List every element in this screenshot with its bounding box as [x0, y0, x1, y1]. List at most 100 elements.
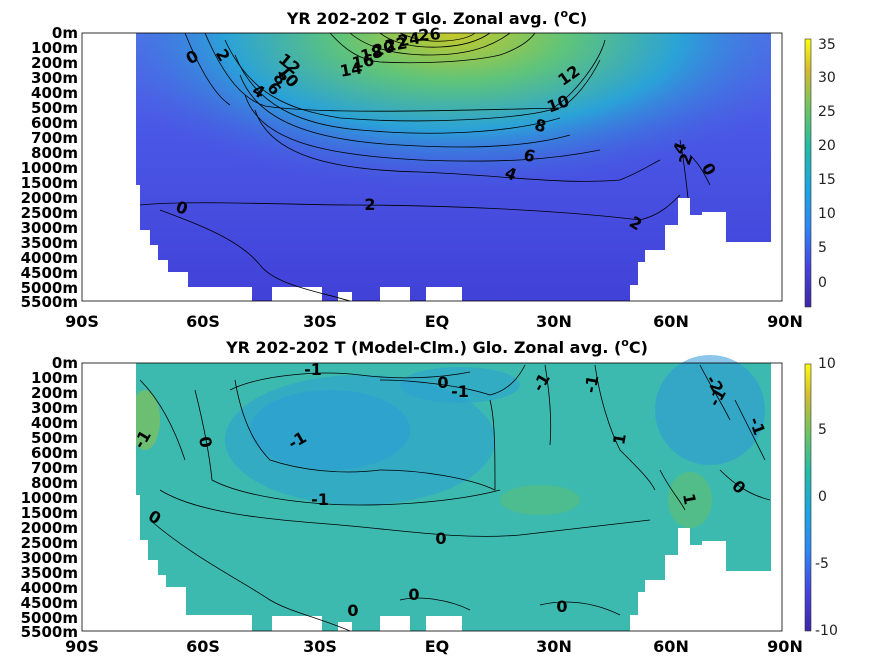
top-y-axis: 0m 100m 200m 300m 400m 500m 600m 700m 80… — [21, 24, 78, 311]
top-y-tick: 0m — [52, 24, 78, 42]
bottom-contours — [139, 364, 771, 632]
top-y-tick: 1000m — [21, 159, 78, 177]
bottom-y-tick: 4500m — [21, 594, 78, 612]
bottom-y-tick: 3500m — [21, 564, 78, 582]
top-contour-label: 24 — [396, 28, 421, 51]
top-y-tick: 4000m — [21, 249, 78, 267]
bottom-contour-label: 0 — [435, 529, 446, 548]
top-x-tick: 90N — [767, 312, 803, 331]
bottom-x-tick: 90N — [767, 637, 803, 656]
bottom-colorbar-ramp — [804, 363, 812, 632]
top-y-tick: 100m — [31, 39, 78, 57]
bottom-x-tick: 90S — [65, 637, 99, 656]
bottom-colorbar-tick: -10 — [815, 623, 838, 639]
bottom-x-tick: 60S — [186, 637, 220, 656]
bottom-y-tick: 4000m — [21, 579, 78, 597]
bottom-x-axis: 90S 60S 30S EQ 30N 60N 90N — [65, 637, 803, 656]
top-x-tick: 30N — [536, 312, 572, 331]
bottom-y-tick: 800m — [31, 474, 78, 492]
top-colorbar-tick: 0 — [818, 275, 827, 291]
bottom-y-tick: 1000m — [21, 489, 78, 507]
top-y-tick: 400m — [31, 84, 78, 102]
top-colorbar-tick: 20 — [818, 138, 836, 154]
top-y-tick: 800m — [31, 144, 78, 162]
top-colorbar-tick: 25 — [818, 104, 836, 120]
bottom-contour-label: 0 — [195, 435, 216, 449]
top-panel: YR 202-202 T Glo. Zonal avg. (oC) — [21, 7, 836, 331]
top-contour-label: 26 — [418, 24, 442, 45]
bottom-colorbar-tick: -5 — [815, 556, 829, 572]
top-contour-labels: 0 2 12 10 8 6 4 16 18 20 22 24 26 14 12 … — [173, 24, 719, 234]
bottom-colorbar-tick: 5 — [818, 422, 827, 438]
bottom-contour-label: -1 — [304, 360, 322, 379]
bottom-heatmap-field — [81, 355, 783, 632]
top-colorbar-tick: 35 — [818, 37, 836, 53]
top-y-tick: 5500m — [21, 293, 78, 311]
top-contour-label: 8 — [533, 115, 549, 136]
bottom-y-tick: 5500m — [21, 623, 78, 641]
bottom-colorbar-tick: 10 — [818, 356, 836, 372]
top-x-tick: 60S — [186, 312, 220, 331]
top-colorbar: 0 5 10 15 20 25 30 35 — [804, 37, 836, 308]
bottom-contour-label: 1 — [679, 492, 700, 506]
bottom-y-tick: 700m — [31, 459, 78, 477]
bottom-y-tick: 2000m — [21, 519, 78, 537]
bottom-y-tick: 1500m — [21, 504, 78, 522]
bottom-x-tick: 30S — [303, 637, 337, 656]
top-x-tick: EQ — [425, 312, 450, 331]
bottom-contour-label: -1 — [581, 374, 603, 395]
bottom-y-tick: 0m — [52, 354, 78, 372]
top-chart-title: YR 202-202 T Glo. Zonal avg. (oC) — [286, 7, 587, 28]
bottom-contour-label: -1 — [745, 415, 769, 438]
top-y-tick: 1500m — [21, 174, 78, 192]
top-y-tick: 4500m — [21, 264, 78, 282]
bottom-x-tick: 30N — [536, 637, 572, 656]
top-colorbar-tick: 5 — [818, 240, 827, 256]
top-y-tick: 700m — [31, 129, 78, 147]
bottom-y-tick: 300m — [31, 399, 78, 417]
top-contour-label: 22 — [383, 33, 408, 56]
bottom-y-tick: 500m — [31, 429, 78, 447]
top-colorbar-tick: 15 — [818, 172, 836, 188]
bottom-y-tick: 400m — [31, 414, 78, 432]
top-y-tick: 3000m — [21, 219, 78, 237]
bottom-contour-label: -1 — [451, 382, 469, 401]
bottom-y-tick: 100m — [31, 369, 78, 387]
bottom-contour-label: 0 — [408, 585, 419, 604]
top-y-tick: 300m — [31, 69, 78, 87]
bottom-contour-label: 1 — [609, 432, 630, 446]
top-x-tick: 60N — [653, 312, 689, 331]
bottom-x-tick: 60N — [653, 637, 689, 656]
top-heatmap-field — [81, 32, 783, 302]
top-colorbar-tick: 10 — [818, 206, 836, 222]
bottom-y-tick: 3000m — [21, 549, 78, 567]
top-contour-label: 16 — [350, 50, 375, 73]
top-contours — [139, 32, 711, 302]
top-x-axis: 90S 60S 30S EQ 30N 60N 90N — [65, 312, 803, 331]
bottom-panel: YR 202-202 T (Model-Clm.) Glo. Zonal avg… — [21, 336, 838, 656]
bottom-x-tick: EQ — [425, 637, 450, 656]
top-x-tick: 30S — [303, 312, 337, 331]
top-y-tick: 600m — [31, 114, 78, 132]
bottom-colorbar: -10 -5 0 5 10 — [804, 356, 838, 639]
top-colorbar-ramp — [804, 38, 812, 308]
top-contour-label: 6 — [522, 145, 538, 166]
top-y-tick: 3500m — [21, 234, 78, 252]
bottom-contour-label: 0 — [347, 601, 358, 620]
bottom-colorbar-tick: 0 — [818, 489, 827, 505]
bottom-y-tick: 600m — [31, 444, 78, 462]
bottom-y-tick: 2500m — [21, 534, 78, 552]
bottom-contour-label: 0 — [556, 597, 567, 616]
bottom-contour-label: -1 — [311, 490, 329, 509]
top-y-tick: 2500m — [21, 204, 78, 222]
top-y-tick: 5000m — [21, 279, 78, 297]
top-y-tick: 2000m — [21, 189, 78, 207]
bottom-y-axis: 0m 100m 200m 300m 400m 500m 600m 700m 80… — [21, 354, 78, 641]
top-y-tick: 500m — [31, 99, 78, 117]
top-y-tick: 200m — [31, 54, 78, 72]
top-x-tick: 90S — [65, 312, 99, 331]
top-colorbar-tick: 30 — [818, 70, 836, 86]
top-contour-label: 14 — [338, 58, 363, 81]
bottom-y-tick: 5000m — [21, 609, 78, 627]
